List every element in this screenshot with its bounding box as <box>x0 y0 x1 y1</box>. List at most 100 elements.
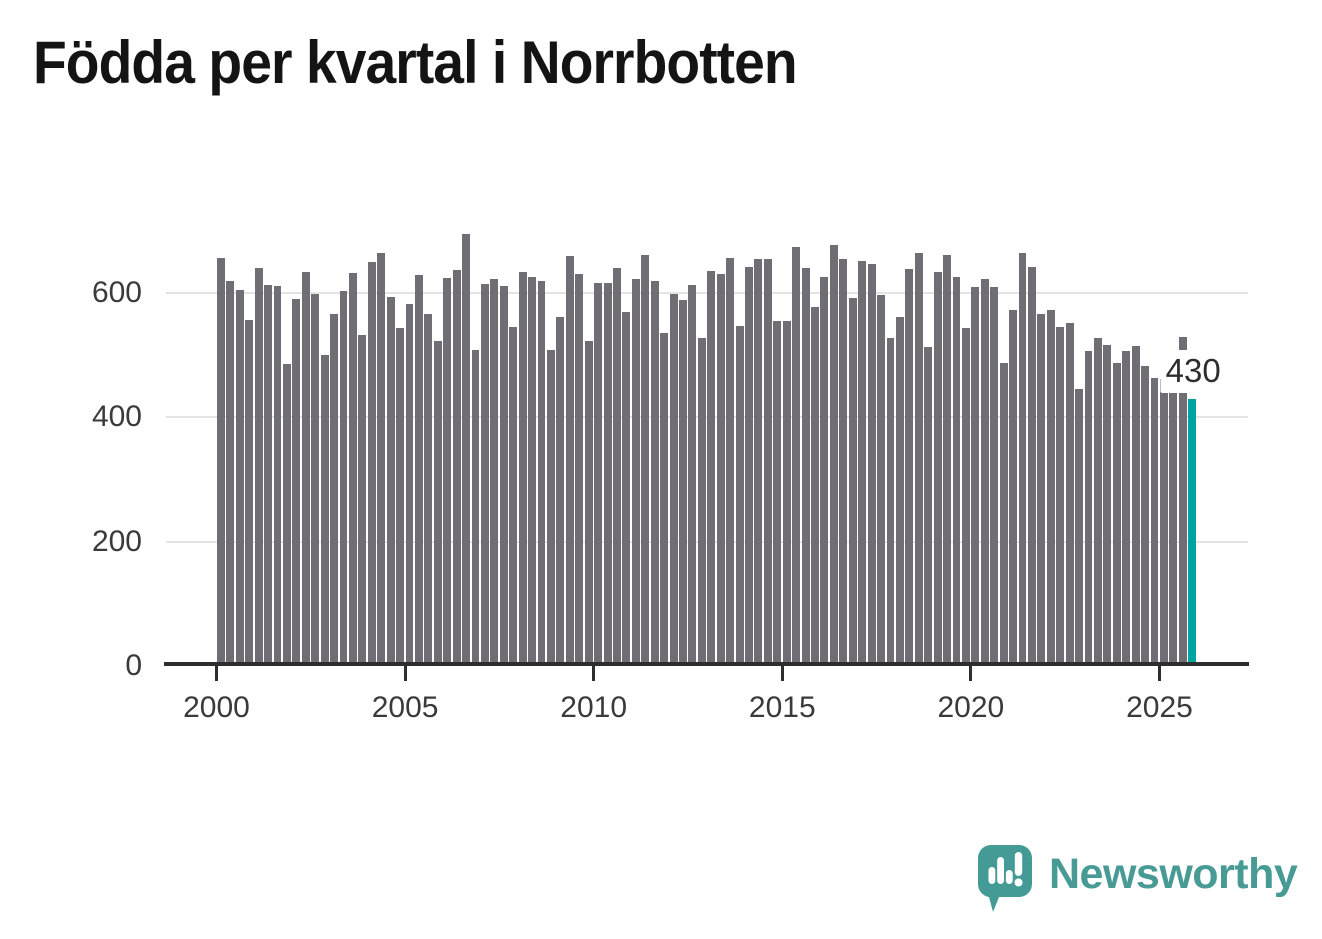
bar <box>283 364 291 666</box>
bar <box>349 273 357 666</box>
y-axis-label-0: 0 <box>125 649 142 682</box>
bar <box>1178 337 1187 666</box>
newsworthy-logo: Newsworthy <box>977 845 1298 920</box>
bar <box>584 341 593 666</box>
bar <box>1018 253 1027 666</box>
bar <box>1093 337 1102 666</box>
bar <box>660 332 669 666</box>
bar <box>565 255 574 666</box>
bar <box>235 289 244 666</box>
x-axis-line <box>164 662 1249 666</box>
bar <box>499 286 508 666</box>
bar <box>971 286 980 666</box>
bar <box>1169 380 1178 666</box>
gridline-600 <box>166 291 1248 294</box>
bar <box>273 286 282 666</box>
bar <box>848 297 857 666</box>
bar <box>367 261 376 666</box>
bar <box>697 337 706 666</box>
bar <box>603 283 612 666</box>
bar <box>575 274 584 666</box>
bar <box>613 267 621 666</box>
x-axis-label-2010: 2010 <box>560 691 628 724</box>
bar <box>1084 351 1093 666</box>
x-axis-tick-2020 <box>969 664 973 681</box>
bar <box>650 281 659 666</box>
bar <box>1075 389 1083 666</box>
bar <box>1027 266 1036 666</box>
bar <box>895 316 904 666</box>
x-axis-tick-2025 <box>1157 664 1161 681</box>
bar <box>1009 309 1017 666</box>
bar <box>1131 345 1140 666</box>
bar <box>933 272 942 666</box>
bar <box>481 284 489 666</box>
y-axis-label-400: 400 <box>91 400 142 434</box>
bar-series <box>217 0 1207 666</box>
bar <box>716 273 725 666</box>
bar <box>518 271 527 666</box>
x-axis-label-2015: 2015 <box>748 691 816 724</box>
bar <box>952 276 961 666</box>
x-axis-label-2025: 2025 <box>1126 691 1193 724</box>
bar <box>254 268 263 666</box>
bar <box>735 325 744 666</box>
y-axis-label-600: 600 <box>91 275 142 309</box>
bar <box>386 296 395 666</box>
bar <box>782 320 791 666</box>
bar <box>1065 322 1074 666</box>
bar <box>801 268 810 666</box>
bar <box>1103 345 1112 666</box>
bar <box>914 253 923 666</box>
bar <box>773 320 782 666</box>
x-axis-label-2000: 2000 <box>183 691 250 724</box>
bar <box>1056 327 1065 666</box>
bar <box>707 271 716 666</box>
bar <box>1141 366 1149 666</box>
bar <box>867 263 876 666</box>
bar-highlighted <box>1188 398 1197 666</box>
gridline-400 <box>166 416 1248 419</box>
highlight-value-label: 430 <box>1160 349 1226 393</box>
bar <box>415 274 423 666</box>
bar <box>264 284 273 666</box>
bar <box>961 328 970 666</box>
bar <box>763 258 772 666</box>
bar <box>556 316 565 666</box>
bar <box>792 246 801 666</box>
bar <box>396 328 405 666</box>
bar <box>858 261 867 666</box>
x-axis-tick-2000 <box>215 664 218 681</box>
bar <box>377 253 386 666</box>
bar <box>754 258 763 666</box>
x-axis-tick-2010 <box>592 664 596 681</box>
gridline-200 <box>166 540 1248 543</box>
bar <box>811 307 819 666</box>
bar <box>1112 362 1121 666</box>
bar <box>339 290 348 666</box>
bar <box>320 355 329 666</box>
bar <box>839 258 848 666</box>
bar <box>358 335 367 666</box>
page-title: Födda per kvartal i Norrbotten <box>33 29 798 96</box>
bar <box>886 338 895 666</box>
x-axis-tick-2005 <box>403 664 407 681</box>
bar <box>905 269 914 666</box>
bar <box>622 311 631 666</box>
bar <box>990 286 999 666</box>
bar <box>509 326 518 666</box>
bar <box>679 299 687 666</box>
bar <box>594 283 603 666</box>
bar <box>462 233 471 666</box>
bar <box>726 257 735 666</box>
bar <box>1122 351 1131 666</box>
bar <box>433 340 442 666</box>
bar <box>311 294 320 666</box>
x-axis-label-2005: 2005 <box>371 691 439 724</box>
x-axis-label-2020: 2020 <box>937 691 1005 724</box>
bar <box>631 278 640 666</box>
bar <box>528 276 537 666</box>
bar <box>924 347 933 666</box>
bar <box>745 266 753 666</box>
bar <box>424 313 433 666</box>
